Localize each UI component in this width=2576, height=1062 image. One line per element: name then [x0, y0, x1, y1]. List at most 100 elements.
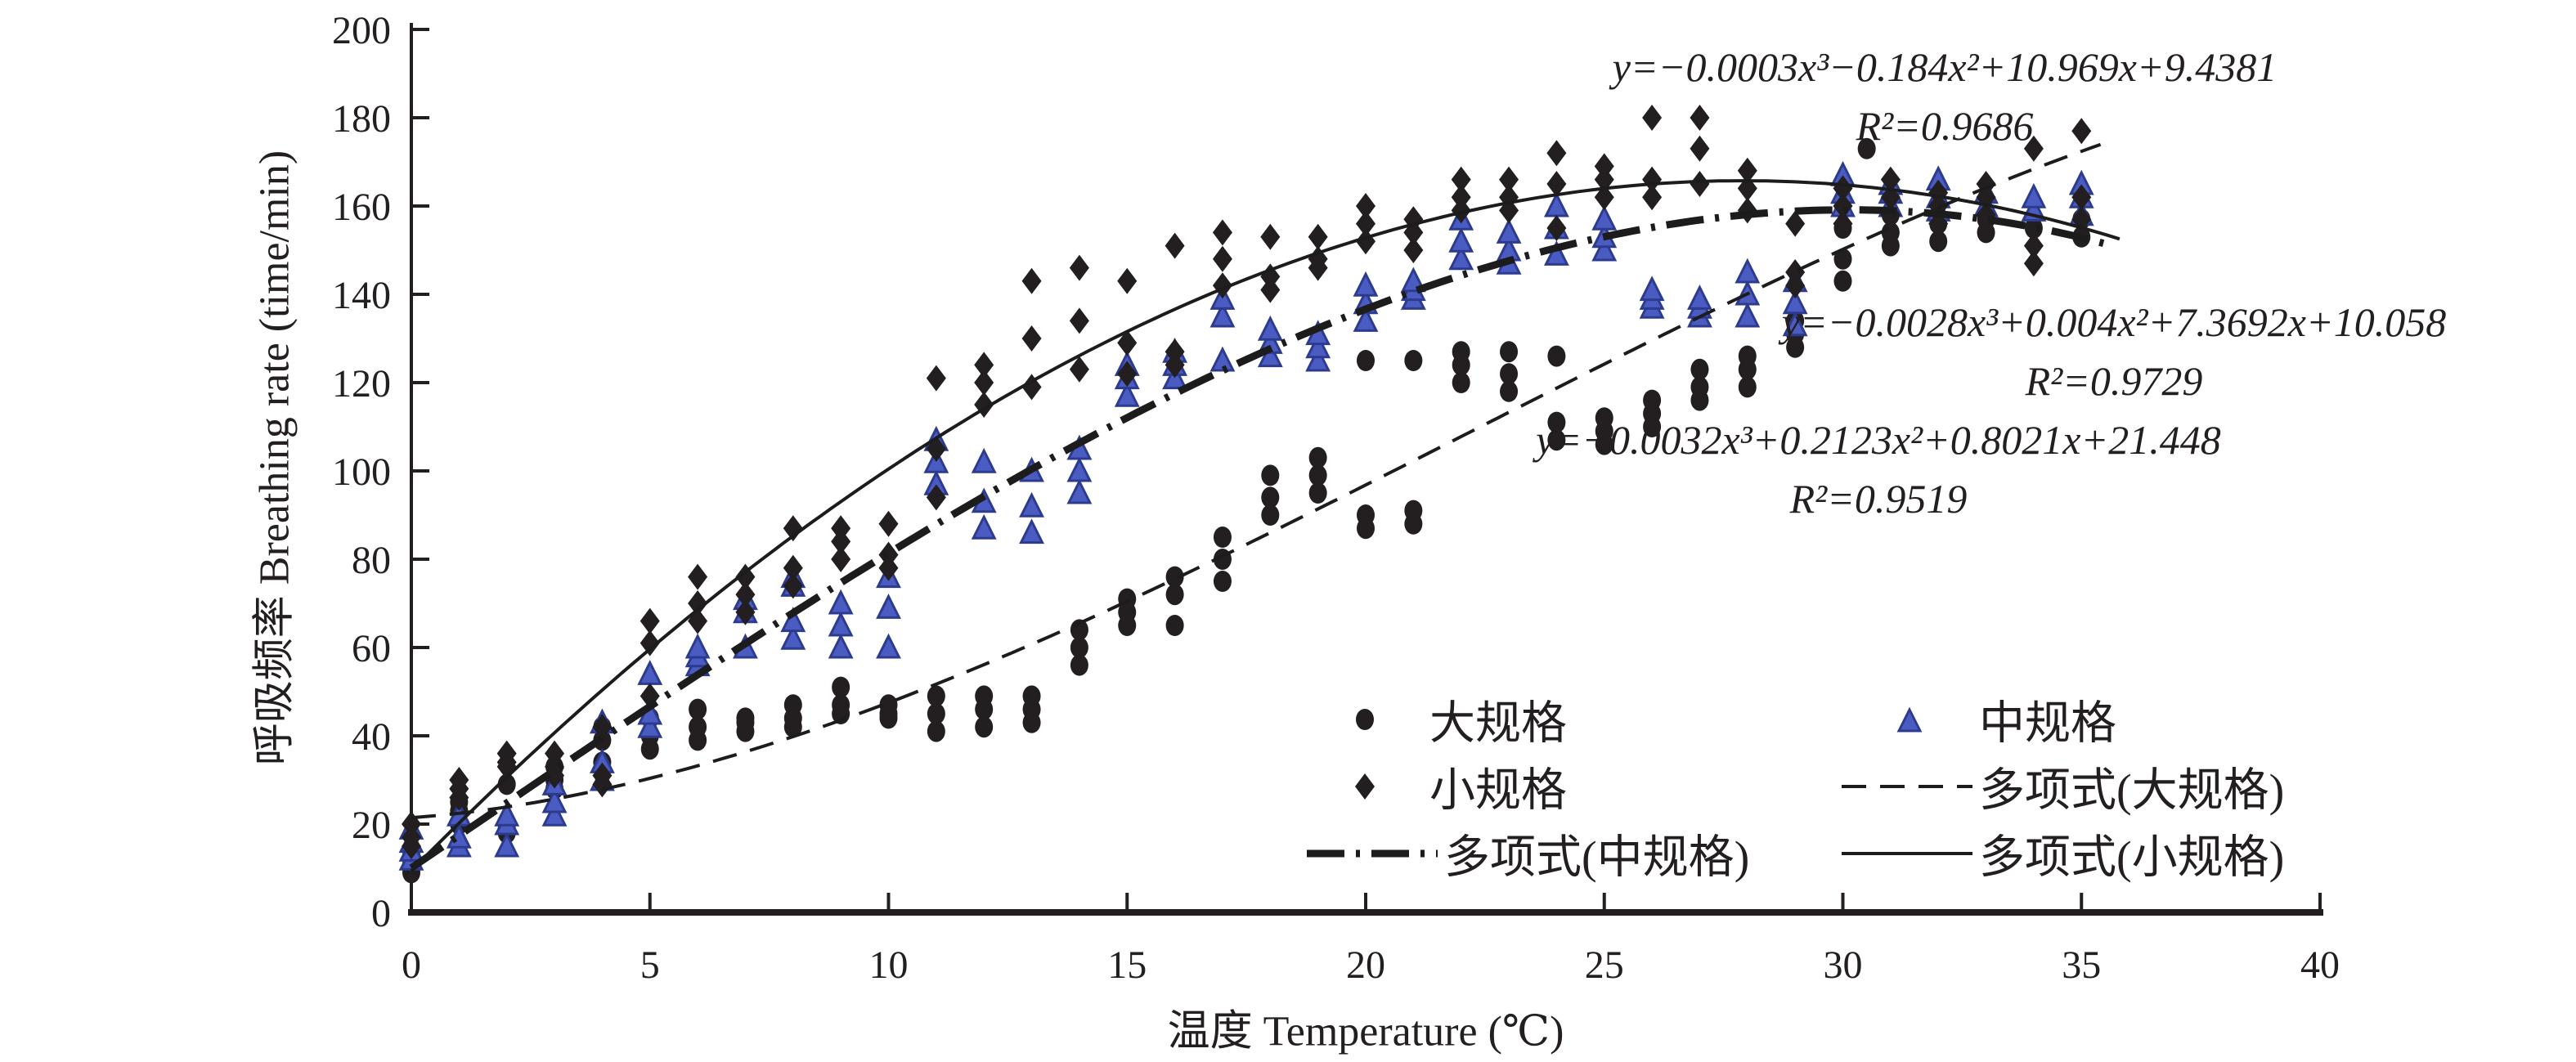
legend-label-large: 大规格 — [1429, 698, 1567, 750]
scatter-point-large — [1404, 500, 1423, 522]
scatter-point-small — [1785, 210, 1806, 237]
scatter-point-large — [879, 694, 898, 716]
scatter-point-large — [832, 676, 850, 698]
scatter-point-small — [2071, 184, 2092, 211]
scatter-point-large — [497, 773, 516, 795]
scatter-point-medium — [1257, 342, 1283, 368]
scatter-point-small — [735, 598, 756, 625]
scatter-point-medium — [494, 800, 520, 827]
scatter-point-small — [2023, 250, 2044, 277]
scatter-point-large — [1738, 376, 1757, 398]
scatter-point-small — [1260, 276, 1281, 303]
scatter-point-small — [640, 630, 660, 656]
scatter-point-small — [831, 546, 851, 572]
scatter-point-medium — [828, 611, 854, 637]
scatter-point-large — [1308, 464, 1327, 486]
scatter-point-small — [1356, 193, 1376, 219]
scatter-point-small — [1499, 166, 1519, 193]
scatter-point-small — [1451, 184, 1471, 211]
scatter-point-medium — [1305, 333, 1331, 359]
scatter-point-small — [592, 714, 613, 741]
scatter-point-large — [1690, 358, 1709, 380]
scatter-point-small — [1165, 338, 1185, 365]
x-tick-label: 0 — [402, 943, 421, 987]
scatter-point-medium — [637, 712, 663, 738]
scatter-point-small — [2023, 232, 2044, 259]
x-tick-label: 5 — [640, 943, 660, 987]
scatter-point-small — [592, 762, 613, 789]
scatter-point-small — [1021, 267, 1042, 294]
scatter-point-large — [1357, 350, 1375, 371]
x-tick-label: 35 — [2062, 943, 2101, 987]
scatter-point-small — [545, 753, 565, 780]
scatter-point-large — [736, 707, 755, 729]
scatter-point-small — [1880, 166, 1901, 193]
y-tick-label: 140 — [332, 274, 391, 317]
scatter-point-medium — [1209, 302, 1236, 328]
scatter-point-small — [1785, 259, 1806, 285]
equation-block-small: y=−0.0003x³−0.184x²+10.969x+9.4381 R²=0.… — [1577, 38, 2313, 155]
legend-triangle-icon — [1896, 706, 1923, 733]
x-tick-label: 10 — [869, 943, 909, 987]
scatter-point-large — [783, 694, 802, 716]
scatter-point-medium — [1448, 244, 1474, 271]
scatter-point-medium — [1114, 381, 1140, 407]
scatter-point-small — [783, 554, 803, 581]
legend-circle-icon — [1356, 709, 1374, 730]
scatter-point-large — [1213, 527, 1232, 548]
scatter-point-small — [640, 607, 660, 634]
x-tick-label: 15 — [1107, 943, 1147, 987]
scatter-point-small — [1117, 267, 1138, 294]
scatter-point-medium — [1735, 302, 1761, 328]
scatter-point-large — [1118, 588, 1137, 610]
scatter-point-medium — [494, 831, 520, 858]
scatter-point-small — [1451, 166, 1471, 193]
scatter-point-large — [1404, 350, 1423, 371]
scatter-point-small — [783, 515, 803, 542]
scatter-point-small — [2023, 135, 2044, 162]
scatter-point-small — [974, 370, 994, 396]
scatter-point-small — [831, 528, 851, 555]
scatter-point-medium — [541, 800, 568, 827]
scatter-point-small — [1117, 329, 1138, 356]
scatter-point-medium — [780, 607, 806, 633]
x-tick-label: 40 — [2300, 943, 2340, 987]
scatter-point-medium — [1735, 258, 1761, 284]
scatter-point-large — [1261, 464, 1280, 486]
scatter-point-medium — [1305, 346, 1331, 372]
legend-label-poly-medium: 多项式(中规格) — [1444, 832, 1750, 884]
fit-curve-dashed — [411, 142, 2102, 820]
scatter-point-large — [1833, 270, 1852, 292]
scatter-point-medium — [1257, 315, 1283, 341]
scatter-point-medium — [2021, 182, 2047, 208]
scatter-point-small — [1690, 105, 1710, 131]
scatter-point-medium — [971, 513, 997, 540]
scatter-point-small — [878, 554, 899, 581]
scatter-point-small — [974, 352, 994, 379]
scatter-point-medium — [1639, 276, 1665, 302]
legend-label-small: 小规格 — [1429, 765, 1567, 817]
legend-label-poly-large: 多项式(大规格) — [1979, 765, 2285, 817]
scatter-point-small — [1260, 223, 1281, 250]
scatter-point-medium — [1687, 285, 1712, 310]
fit-equation-small: y=−0.0003x³−0.184x²+10.969x+9.4381 — [1612, 44, 2278, 90]
scatter-point-small — [1833, 210, 1853, 237]
scatter-point-medium — [1591, 204, 1618, 231]
fit-r2-large: R²=0.9519 — [1789, 476, 1968, 522]
scatter-point-small — [496, 740, 517, 767]
scatter-point-large — [1165, 566, 1184, 588]
scatter-point-small — [1069, 254, 1089, 281]
scatter-point-medium — [1209, 346, 1236, 372]
x-tick-label: 25 — [1585, 943, 1624, 987]
fit-r2-medium: R²=0.9729 — [2025, 358, 2203, 404]
scatter-point-small — [1690, 135, 1710, 162]
scatter-point-small — [402, 824, 421, 851]
scatter-point-large — [1165, 615, 1184, 636]
scatter-point-large — [1308, 446, 1327, 468]
scatter-point-medium — [971, 447, 997, 473]
scatter-point-small — [1928, 179, 1949, 206]
scatter-point-small — [1833, 175, 1853, 202]
scatter-point-small — [2071, 118, 2092, 145]
scatter-point-medium — [1353, 271, 1379, 297]
